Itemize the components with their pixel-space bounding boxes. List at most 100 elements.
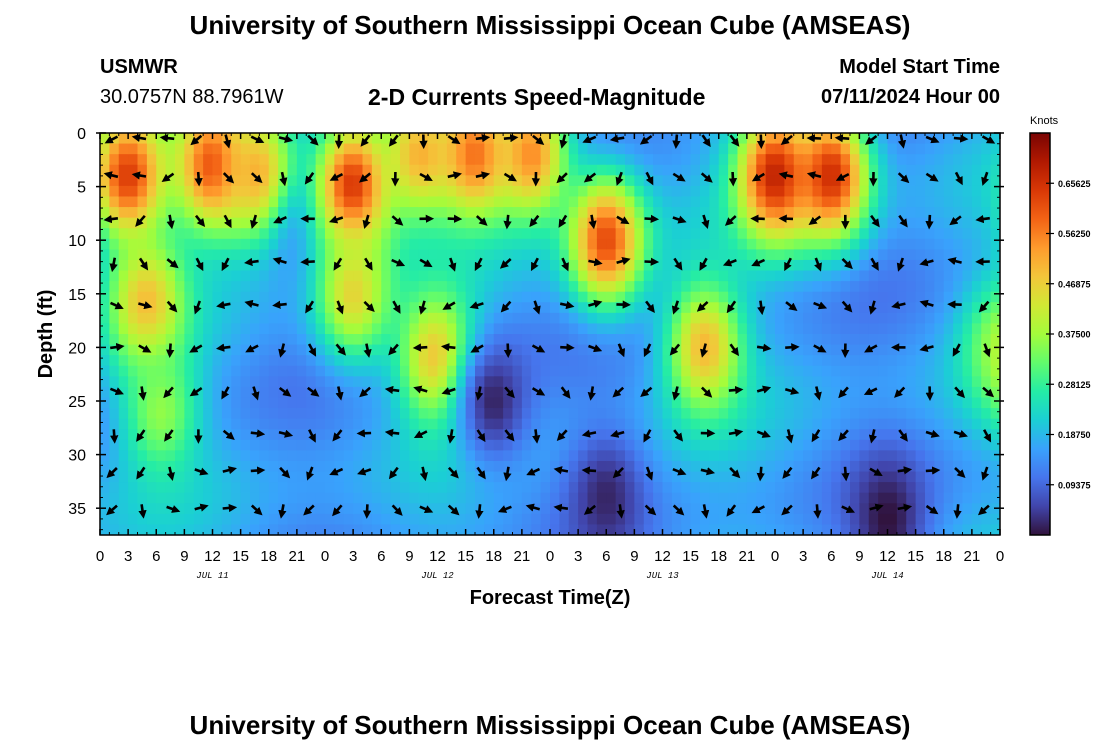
heatmap-cell <box>456 334 467 346</box>
heatmap-cell <box>793 323 804 335</box>
heatmap-cell <box>550 217 560 229</box>
heatmap-cell <box>475 418 485 430</box>
heatmap-cell <box>859 249 870 261</box>
heatmap-cell <box>559 365 570 377</box>
heatmap-cell <box>746 365 757 377</box>
heatmap-cell <box>765 439 776 451</box>
heatmap-cell <box>578 312 589 325</box>
heatmap-cell <box>962 365 973 377</box>
heatmap-cell <box>559 196 570 208</box>
heatmap-cell <box>250 471 260 483</box>
heatmap-cell <box>709 312 720 325</box>
current-vector-arrow <box>784 257 792 272</box>
heatmap-cell <box>306 408 317 420</box>
current-vector-arrow <box>250 172 263 184</box>
heatmap-cell <box>850 238 860 250</box>
heatmap-cell <box>306 355 317 367</box>
heatmap-cell <box>503 524 514 535</box>
heatmap-cell <box>268 217 279 229</box>
heatmap-cell <box>475 164 485 176</box>
heatmap-cell <box>943 228 954 240</box>
heatmap-cell <box>437 154 448 166</box>
heatmap-cell <box>971 344 982 356</box>
heatmap-cell <box>540 418 551 430</box>
heatmap-cell <box>296 418 307 430</box>
heatmap-cell <box>240 249 251 261</box>
heatmap-cell <box>775 386 785 399</box>
x-tick-label: 18 <box>935 548 952 565</box>
heatmap-cell <box>221 323 232 335</box>
heatmap-cell <box>493 450 504 462</box>
heatmap-cell <box>943 323 954 335</box>
heatmap-cell <box>943 524 954 535</box>
heatmap-cell <box>878 249 889 261</box>
heatmap-cell <box>756 376 767 388</box>
heatmap-cell <box>690 259 701 272</box>
heatmap-cell <box>484 259 495 272</box>
heatmap-cell <box>962 185 973 198</box>
heatmap-cell <box>934 334 945 346</box>
heatmap-cell <box>953 429 964 441</box>
heatmap-cell <box>306 334 317 346</box>
heatmap-cell <box>409 249 420 261</box>
heatmap-cell <box>615 439 626 451</box>
heatmap-cell <box>193 471 204 483</box>
heatmap-cell <box>325 365 335 377</box>
heatmap-cell <box>615 196 626 208</box>
heatmap-cell <box>231 154 242 166</box>
heatmap-cell <box>709 249 720 261</box>
heatmap-cell <box>906 175 917 187</box>
heatmap-cell <box>465 408 476 420</box>
heatmap-cell <box>521 334 532 346</box>
heatmap-cell <box>643 397 654 409</box>
heatmap-cell <box>831 164 842 176</box>
heatmap-cell <box>915 334 926 346</box>
heatmap-cell <box>390 460 401 473</box>
heatmap-cell <box>681 439 692 451</box>
heatmap-cell <box>118 376 129 388</box>
heatmap-cell <box>962 164 973 176</box>
heatmap-cell <box>193 418 204 430</box>
heatmap-cell <box>315 228 326 240</box>
current-vector-arrow <box>131 171 147 180</box>
heatmap-cell <box>981 249 992 261</box>
heatmap-cell <box>118 471 129 483</box>
heatmap-cell <box>850 133 860 145</box>
heatmap-cell <box>381 344 392 356</box>
heatmap-cell <box>784 228 795 240</box>
heatmap-cell <box>765 334 776 346</box>
heatmap-cell <box>128 365 139 377</box>
heatmap-cell <box>971 460 982 473</box>
heatmap-cell <box>765 397 776 409</box>
heatmap-cell <box>690 164 701 176</box>
x-tick-label: 3 <box>349 548 357 565</box>
x-tick-label: 9 <box>630 548 638 565</box>
heatmap-cell <box>737 397 748 409</box>
heatmap-cell <box>325 492 335 504</box>
heatmap-cell <box>409 238 420 250</box>
heatmap-cell <box>568 238 579 250</box>
heatmap-cell <box>362 471 373 483</box>
heatmap-cell <box>334 439 345 451</box>
heatmap-cell <box>681 334 692 346</box>
heatmap-cell <box>671 270 682 282</box>
colorbar-tick-label: 0.18750 <box>1058 430 1091 440</box>
heatmap-cell <box>521 471 532 483</box>
heatmap-cell <box>128 524 139 535</box>
heatmap-cell <box>887 397 898 409</box>
heatmap-cell <box>681 207 692 219</box>
heatmap-cell <box>765 238 776 250</box>
heatmap-cell <box>371 334 382 346</box>
heatmap-cell <box>934 503 945 515</box>
current-vector-arrow <box>588 299 603 308</box>
heatmap-cell <box>709 238 720 250</box>
heatmap-cell <box>325 249 335 261</box>
current-vector-arrow <box>587 386 596 401</box>
heatmap-cell <box>709 503 720 515</box>
heatmap-cell <box>915 429 926 441</box>
heatmap-cell <box>109 270 120 282</box>
heatmap-cell <box>203 376 214 388</box>
heatmap-cell <box>146 302 157 314</box>
current-vector-arrow <box>841 505 855 513</box>
heatmap-cell <box>887 302 898 314</box>
